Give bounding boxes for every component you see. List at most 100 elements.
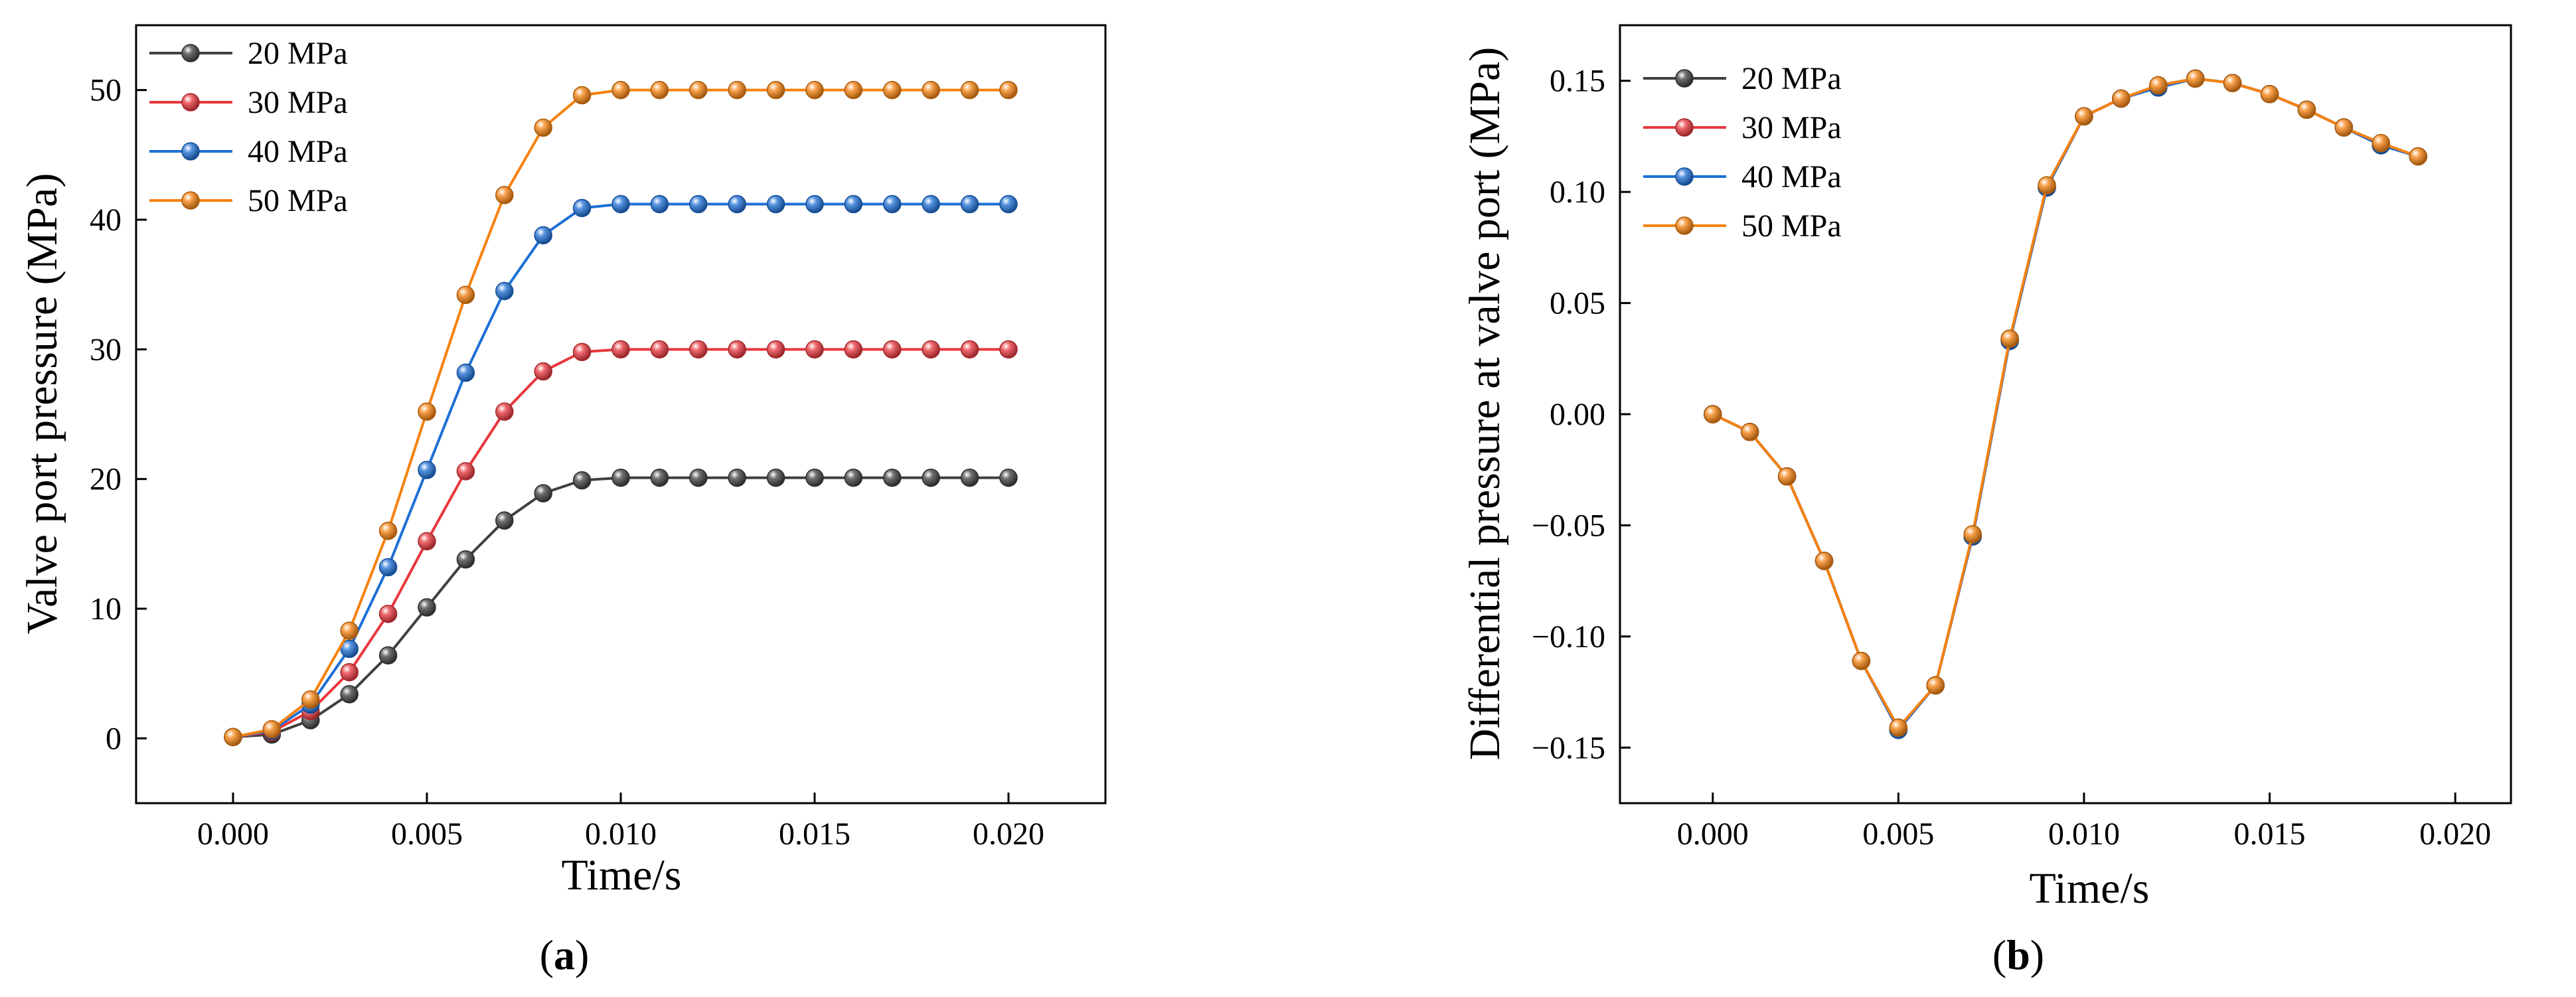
- series-30-mpa: [224, 340, 1018, 747]
- data-point: [340, 662, 359, 682]
- data-point: [689, 340, 708, 359]
- x-tick-label: 0.010: [585, 816, 657, 852]
- legend-label: 50 MPa: [248, 183, 348, 218]
- panel-b-legend: 20 MPa 30 MPa 40 MPa 50 MPa: [1643, 61, 1842, 244]
- data-point: [340, 621, 359, 640]
- data-point: [418, 402, 436, 421]
- data-point: [728, 194, 746, 214]
- data-point: [1814, 552, 1834, 570]
- data-point: [960, 468, 979, 487]
- legend-marker: [181, 93, 200, 112]
- legend-entry: 50 MPa: [149, 183, 348, 218]
- data-point: [2334, 118, 2354, 137]
- data-point: [495, 186, 514, 204]
- legend-label: 40 MPa: [248, 134, 348, 169]
- data-point: [728, 340, 746, 359]
- data-point: [340, 639, 359, 658]
- x-tick-label: 0.005: [1862, 816, 1934, 852]
- data-point: [2372, 133, 2391, 153]
- panel-a-y-axis-title: Valve port pressure (MPa): [18, 173, 66, 635]
- data-point: [572, 86, 592, 105]
- legend-label: 30 MPa: [248, 85, 348, 120]
- data-point: [766, 468, 785, 487]
- legend-entry: 20 MPa: [149, 36, 348, 71]
- data-point: [883, 80, 902, 100]
- panel-a-series: [224, 80, 1018, 747]
- y-tick-label: 0.15: [1550, 64, 1605, 99]
- data-point: [2186, 69, 2205, 88]
- data-point: [378, 605, 398, 623]
- data-point: [960, 340, 979, 359]
- series-50-mpa: [1704, 69, 2427, 737]
- legend-marker: [1675, 118, 1694, 137]
- series-50-mpa: [224, 80, 1018, 747]
- series-20-mpa: [224, 468, 1018, 747]
- data-point: [418, 461, 436, 479]
- data-point: [766, 194, 785, 214]
- y-tick-label: 40: [90, 202, 121, 238]
- legend-marker: [1675, 69, 1694, 88]
- legend-label: 50 MPa: [1741, 208, 1842, 244]
- data-point: [766, 80, 785, 100]
- data-point: [301, 690, 320, 709]
- data-point: [378, 522, 398, 540]
- data-point: [922, 194, 940, 214]
- panel-a-x-axis-title: Time/s: [562, 851, 682, 899]
- data-point: [728, 80, 746, 100]
- y-tick-label: −0.05: [1532, 508, 1605, 543]
- legend-label: 20 MPa: [1741, 61, 1842, 96]
- legend-entry: 40 MPa: [149, 134, 348, 169]
- data-point: [960, 80, 979, 100]
- legend-marker: [181, 191, 200, 210]
- data-point: [456, 462, 475, 481]
- legend-entry: 30 MPa: [1643, 110, 1842, 145]
- legend-entry: 50 MPa: [1643, 208, 1842, 244]
- data-point: [2000, 329, 2019, 348]
- data-point: [2409, 147, 2427, 166]
- data-point: [418, 598, 436, 617]
- data-point: [2260, 85, 2279, 104]
- y-tick-label: 10: [90, 591, 121, 627]
- x-tick-label: 0.020: [2419, 816, 2491, 852]
- data-point: [534, 362, 552, 381]
- panel-b: 0.000 0.005 0.010 0.015 0.020 −0.15 −0.10 −0.05…: [1461, 24, 2512, 978]
- data-point: [650, 340, 669, 359]
- panel-b-letter: b: [2006, 931, 2030, 978]
- panel-b-axes: 0.000 0.005 0.010 0.015 0.020 −0.15 −0.10 −0.05…: [1532, 24, 2512, 852]
- y-tick-label: 30: [90, 332, 121, 367]
- legend-label: 20 MPa: [248, 36, 348, 71]
- data-point: [999, 340, 1018, 359]
- panel-b-series: [1704, 69, 2427, 739]
- legend-marker: [181, 142, 200, 161]
- data-point: [340, 685, 359, 704]
- data-point: [495, 402, 514, 421]
- data-point: [883, 194, 902, 214]
- panel-a-letter: a: [554, 931, 575, 978]
- data-point: [922, 468, 940, 487]
- data-point: [2223, 74, 2242, 92]
- data-point: [844, 194, 863, 214]
- legend-label: 40 MPa: [1741, 159, 1842, 194]
- data-point: [883, 340, 902, 359]
- data-point: [999, 80, 1018, 100]
- data-point: [650, 194, 669, 214]
- panel-a-axes: 0.000 0.005 0.010 0.015 0.020 0 10 20 30 40 50: [90, 24, 1107, 852]
- legend-marker: [1675, 216, 1694, 235]
- data-point: [844, 340, 863, 359]
- data-point: [922, 80, 940, 100]
- data-point: [960, 194, 979, 214]
- data-point: [534, 226, 552, 245]
- y-tick-label: 0: [106, 721, 121, 756]
- data-point: [611, 194, 630, 214]
- data-point: [1889, 718, 1908, 737]
- data-point: [418, 532, 436, 551]
- data-point: [495, 281, 514, 301]
- data-point: [999, 468, 1018, 487]
- data-point: [456, 550, 475, 569]
- data-point: [689, 194, 708, 214]
- data-point: [611, 80, 630, 100]
- data-point: [805, 194, 824, 214]
- data-point: [2297, 100, 2316, 119]
- data-point: [1926, 676, 1945, 695]
